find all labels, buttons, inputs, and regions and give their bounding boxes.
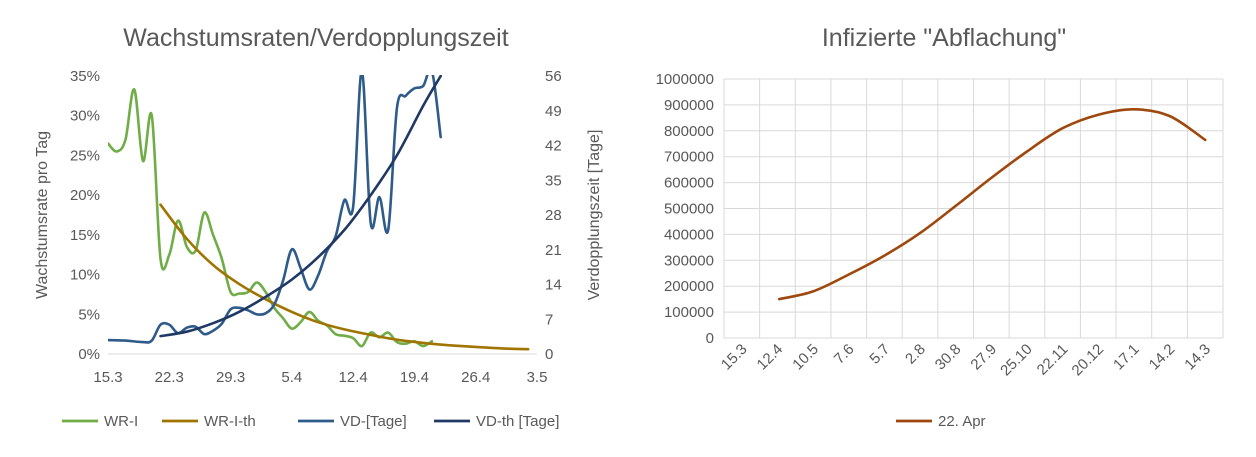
chart2-x-tick-label: 10.5 (789, 341, 822, 374)
infected-flattening-chart: Infizierte "Abflachung" 0 100000 200000 300… (656, 24, 1224, 430)
chart2-y-ticks: 0 100000 200000 300000 400000 500000 600000 700… (656, 71, 714, 347)
chart1-x-tick-label: 12.4 (339, 369, 368, 386)
chart1-legend-label: WR-I-th (204, 413, 256, 430)
chart1-x-tick-label: 15.3 (93, 369, 122, 386)
growth-rate-chart: Wachstumsraten/Verdopplungszeit Wachstum… (34, 24, 603, 430)
chart2-title: Infizierte "Abflachung" (822, 24, 1066, 52)
chart2-x-tick-label: 17.1 (1110, 341, 1143, 374)
chart1-y2-tick-label: 49 (545, 103, 562, 120)
chart1-legend-label: VD-th [Tage] (476, 413, 559, 430)
chart2-grid (723, 78, 1224, 339)
chart2-y-tick-label: 400000 (664, 226, 714, 243)
chart2-y-tick-label: 700000 (664, 149, 714, 166)
chart1-title: Wachstumsraten/Verdopplungszeit (123, 24, 508, 52)
chart1-x-tick-label: 29.3 (216, 369, 245, 386)
chart2-y-tick-label: 300000 (664, 252, 714, 269)
chart1-y-tick-label: 25% (70, 147, 100, 164)
chart2-y-tick-label: 1000000 (656, 71, 714, 88)
chart2-x-tick-label: 7.6 (831, 341, 858, 368)
chart2-y-tick-label: 800000 (664, 123, 714, 140)
chart2-legend-label: 22. Apr (938, 413, 986, 430)
chart1-y2-tick-label: 28 (545, 207, 562, 224)
chart1-y-tick-label: 20% (70, 187, 100, 204)
chart1-legend: WR-I WR-I-th VD-[Tage] VD-th [Tage] (62, 413, 559, 430)
chart1-y-axis-label: Wachstumsrate pro Tag (34, 131, 51, 299)
chart2-x-tick-label: 27.9 (967, 341, 1000, 374)
chart2-x-ticks: 15.3 12.4 10.5 7.6 5.7 2.8 30.8 27.925.1022.112… (718, 341, 1214, 380)
chart1-series-line-4 (159, 75, 442, 338)
chart1-y2-ticks: 0 7 14 21 28 35 42 49 56 (545, 68, 562, 363)
chart2-x-tick-label: 15.3 (718, 341, 751, 374)
chart1-legend-label: WR-I (104, 413, 138, 430)
chart2-x-tick-label: 25.10 (997, 341, 1036, 380)
chart1-x-tick-label: 19.4 (400, 369, 429, 386)
chart2-y-tick-label: 0 (706, 330, 714, 347)
chart1-y2-tick-label: 0 (545, 346, 553, 363)
chart2-y-tick-label: 100000 (664, 304, 714, 321)
chart2-x-tick-label: 12.4 (754, 341, 787, 374)
chart2-series-line-1 (777, 107, 1207, 301)
chart2-x-tick-label: 30.8 (932, 341, 965, 374)
chart2-x-tick-label: 20.12 (1069, 341, 1108, 380)
chart1-y2-tick-label: 56 (545, 68, 562, 85)
chart1-x-tick-label: 5.4 (281, 369, 302, 386)
chart1-y-tick-label: 15% (70, 227, 100, 244)
chart1-y2-tick-label: 14 (545, 277, 562, 294)
chart2-y-tick-label: 900000 (664, 97, 714, 114)
chart1-y-tick-label: 10% (70, 267, 100, 284)
chart1-x-tick-label: 26.4 (461, 369, 490, 386)
chart2-x-tick-label: 14.3 (1181, 341, 1214, 374)
chart1-x-tick-label: 22.3 (155, 369, 184, 386)
chart1-x-tick-label: 3.5 (527, 369, 548, 386)
chart1-y2-tick-label: 21 (545, 242, 562, 259)
chart2-x-tick-label: 2.8 (902, 341, 929, 368)
chart2-legend: 22. Apr (896, 413, 986, 430)
chart2-x-tick-label: 5.7 (866, 341, 893, 368)
chart1-series (108, 75, 530, 351)
chart2-x-tick-label: 22.11 (1034, 341, 1072, 379)
chart1-legend-label: VD-[Tage] (340, 413, 407, 430)
chart1-y2-tick-label: 7 (545, 311, 553, 328)
chart1-x-ticks: 15.3 22.3 29.3 5.4 12.4 19.4 26.4 3.5 (93, 369, 547, 386)
chart2-y-tick-label: 200000 (664, 278, 714, 295)
chart2-series (777, 107, 1207, 301)
chart2-x-tick-label: 14.2 (1146, 341, 1179, 374)
chart2-y-tick-label: 500000 (664, 201, 714, 218)
chart1-y2-tick-label: 35 (545, 172, 562, 189)
chart1-y-tick-label: 0% (78, 346, 100, 363)
chart1-series-line-2 (159, 203, 530, 351)
chart1-y-tick-label: 35% (70, 68, 100, 85)
chart1-y2-tick-label: 42 (545, 138, 562, 155)
chart1-y-tick-label: 30% (70, 108, 100, 125)
chart1-y2-axis-label: Verdopplungszeit [Tage] (586, 130, 603, 301)
chart2-y-tick-label: 600000 (664, 175, 714, 192)
chart1-y-ticks: 0% 5% 10% 15% 20% 25% 30% 35% (70, 68, 100, 363)
chart1-y-tick-label: 5% (78, 306, 100, 323)
